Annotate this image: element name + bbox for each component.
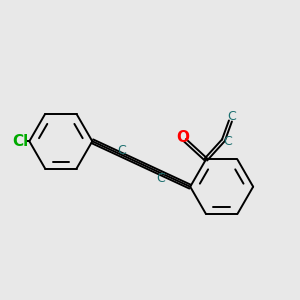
- Text: C: C: [156, 172, 165, 185]
- Text: C: C: [227, 110, 236, 123]
- Text: O: O: [176, 130, 189, 145]
- Text: Cl: Cl: [12, 134, 28, 149]
- Text: C: C: [117, 144, 126, 157]
- Text: C: C: [224, 135, 232, 148]
